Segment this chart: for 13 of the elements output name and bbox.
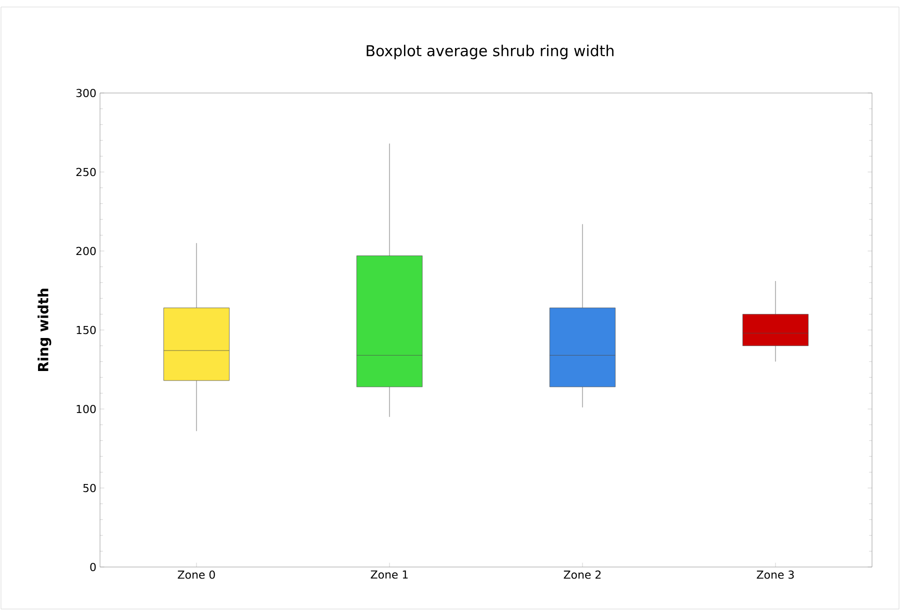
y-tick-label: 100 (76, 404, 96, 414)
y-tick-label: 250 (76, 168, 96, 176)
y-tick-label: 150 (76, 326, 96, 334)
chart-title: Boxplot average shrub ring width (366, 44, 614, 60)
y-tick-label: 200 (76, 246, 96, 256)
x-tick-label: Zone 2 (564, 570, 601, 579)
y-axis-title: Ring width (38, 288, 52, 371)
y-tick-label: 0 (90, 562, 96, 572)
y-tick-label: 50 (83, 484, 96, 492)
x-tick-label: Zone 0 (178, 570, 215, 579)
y-tick-label: 300 (76, 88, 96, 98)
x-tick-label: Zone 3 (756, 570, 794, 579)
x-tick-label: Zone 1 (370, 570, 408, 579)
